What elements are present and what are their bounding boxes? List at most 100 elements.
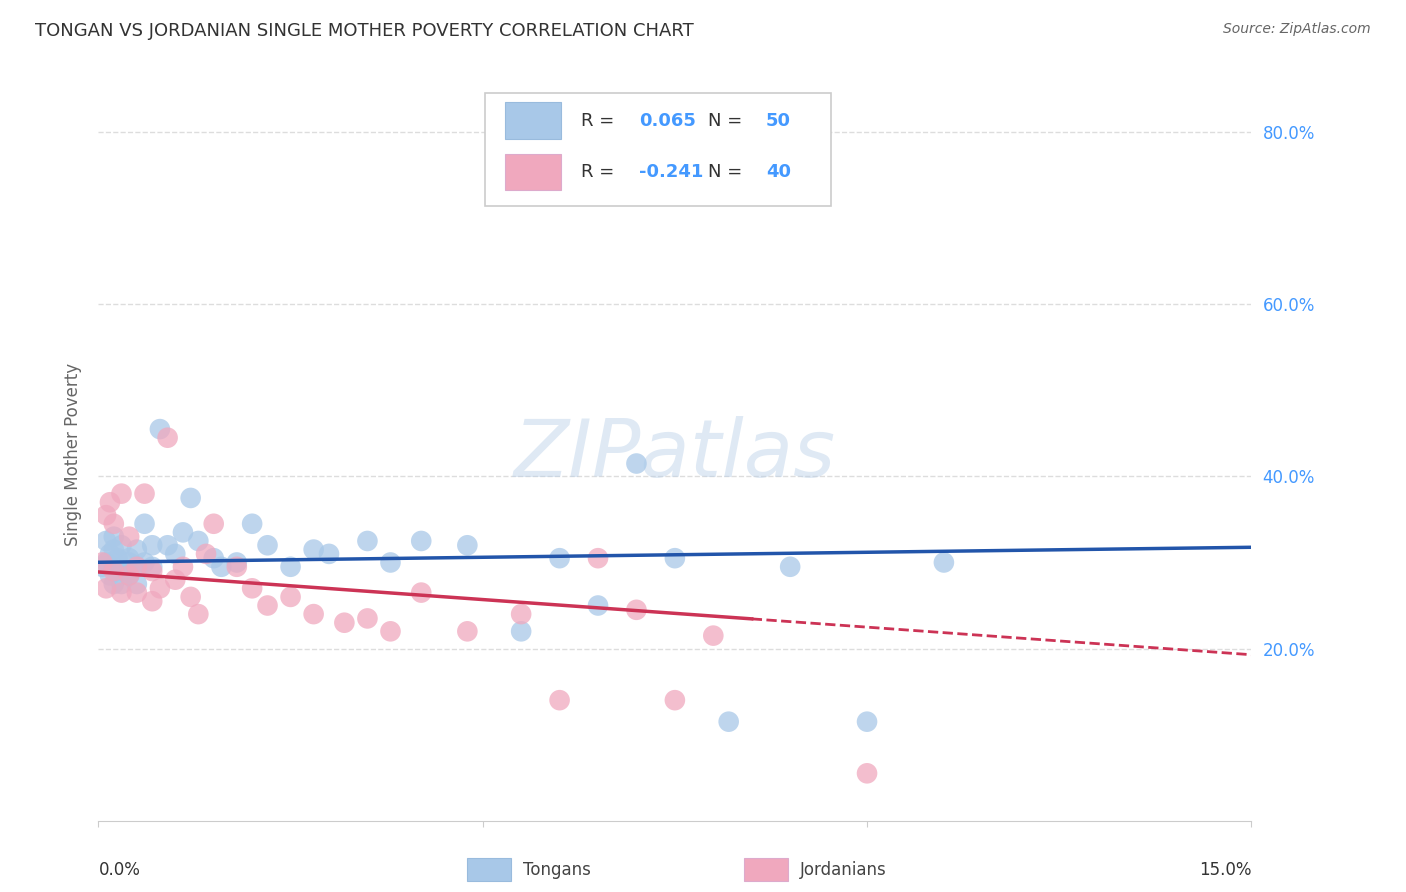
Point xyxy=(664,551,686,566)
Point xyxy=(141,559,163,574)
Point xyxy=(134,556,156,570)
Point xyxy=(98,568,121,582)
Point xyxy=(94,582,117,596)
Point xyxy=(586,551,609,566)
Point xyxy=(91,556,114,570)
Text: N =: N = xyxy=(709,112,748,129)
Point xyxy=(141,564,163,578)
Text: 50: 50 xyxy=(766,112,792,129)
Point xyxy=(118,568,141,582)
Point xyxy=(125,585,148,599)
Text: TONGAN VS JORDANIAN SINGLE MOTHER POVERTY CORRELATION CHART: TONGAN VS JORDANIAN SINGLE MOTHER POVERT… xyxy=(35,22,695,40)
Point xyxy=(411,533,433,548)
Point xyxy=(141,594,163,608)
Point xyxy=(103,542,125,557)
Point xyxy=(856,766,879,780)
Text: Tongans: Tongans xyxy=(523,861,591,879)
Point xyxy=(134,516,156,531)
Point xyxy=(380,624,402,639)
Point xyxy=(180,590,202,604)
Text: -0.241: -0.241 xyxy=(640,163,703,181)
Point xyxy=(94,533,117,548)
Point xyxy=(118,556,141,570)
FancyBboxPatch shape xyxy=(505,153,561,190)
Point xyxy=(380,556,402,570)
Point xyxy=(240,582,263,596)
Point xyxy=(195,547,218,561)
FancyBboxPatch shape xyxy=(505,103,561,139)
Point xyxy=(586,599,609,613)
Point xyxy=(103,564,125,578)
Point xyxy=(256,538,278,552)
Point xyxy=(280,559,302,574)
Point xyxy=(202,516,225,531)
Y-axis label: Single Mother Poverty: Single Mother Poverty xyxy=(63,363,82,547)
Text: N =: N = xyxy=(709,163,748,181)
Point xyxy=(118,530,141,544)
Point xyxy=(280,590,302,604)
Point xyxy=(110,577,132,591)
Text: 40: 40 xyxy=(766,163,792,181)
Point xyxy=(118,568,141,582)
Text: ZIPatlas: ZIPatlas xyxy=(513,416,837,494)
Point xyxy=(172,559,194,574)
Point xyxy=(779,559,801,574)
Text: Jordanians: Jordanians xyxy=(800,861,886,879)
FancyBboxPatch shape xyxy=(744,858,787,881)
Point xyxy=(98,547,121,561)
Point xyxy=(125,542,148,557)
Point xyxy=(356,533,378,548)
Text: 15.0%: 15.0% xyxy=(1199,861,1251,879)
Point xyxy=(456,624,478,639)
Point xyxy=(98,495,121,509)
Point xyxy=(318,547,340,561)
Point xyxy=(717,714,740,729)
Point xyxy=(356,611,378,625)
Point xyxy=(510,624,533,639)
Text: Source: ZipAtlas.com: Source: ZipAtlas.com xyxy=(1223,22,1371,37)
Point xyxy=(118,551,141,566)
FancyBboxPatch shape xyxy=(485,93,831,206)
Point xyxy=(202,551,225,566)
Point xyxy=(156,431,179,445)
Point xyxy=(165,573,187,587)
Point xyxy=(856,714,879,729)
Point xyxy=(91,559,114,574)
Point xyxy=(209,559,232,574)
Point xyxy=(94,556,117,570)
Point xyxy=(333,615,356,630)
Point xyxy=(548,693,571,707)
Text: 0.065: 0.065 xyxy=(640,112,696,129)
Point xyxy=(702,629,724,643)
Point xyxy=(548,551,571,566)
Point xyxy=(165,547,187,561)
Point xyxy=(225,556,247,570)
Point xyxy=(626,457,648,471)
Point xyxy=(110,486,132,500)
Point xyxy=(626,603,648,617)
Point xyxy=(172,525,194,540)
Point xyxy=(187,533,209,548)
Point xyxy=(110,564,132,578)
Point xyxy=(103,516,125,531)
Point xyxy=(125,559,148,574)
Point xyxy=(94,508,117,523)
Point xyxy=(302,542,325,557)
Text: 0.0%: 0.0% xyxy=(98,861,141,879)
Point xyxy=(156,538,179,552)
Point xyxy=(141,538,163,552)
Point xyxy=(103,577,125,591)
Text: R =: R = xyxy=(582,163,620,181)
Point xyxy=(256,599,278,613)
Text: R =: R = xyxy=(582,112,620,129)
Point xyxy=(149,582,172,596)
Point xyxy=(240,516,263,531)
Point xyxy=(110,585,132,599)
Point xyxy=(187,607,209,621)
Point xyxy=(103,559,125,574)
Point xyxy=(180,491,202,505)
Point xyxy=(110,538,132,552)
Point xyxy=(510,607,533,621)
Point xyxy=(456,538,478,552)
Point xyxy=(134,486,156,500)
